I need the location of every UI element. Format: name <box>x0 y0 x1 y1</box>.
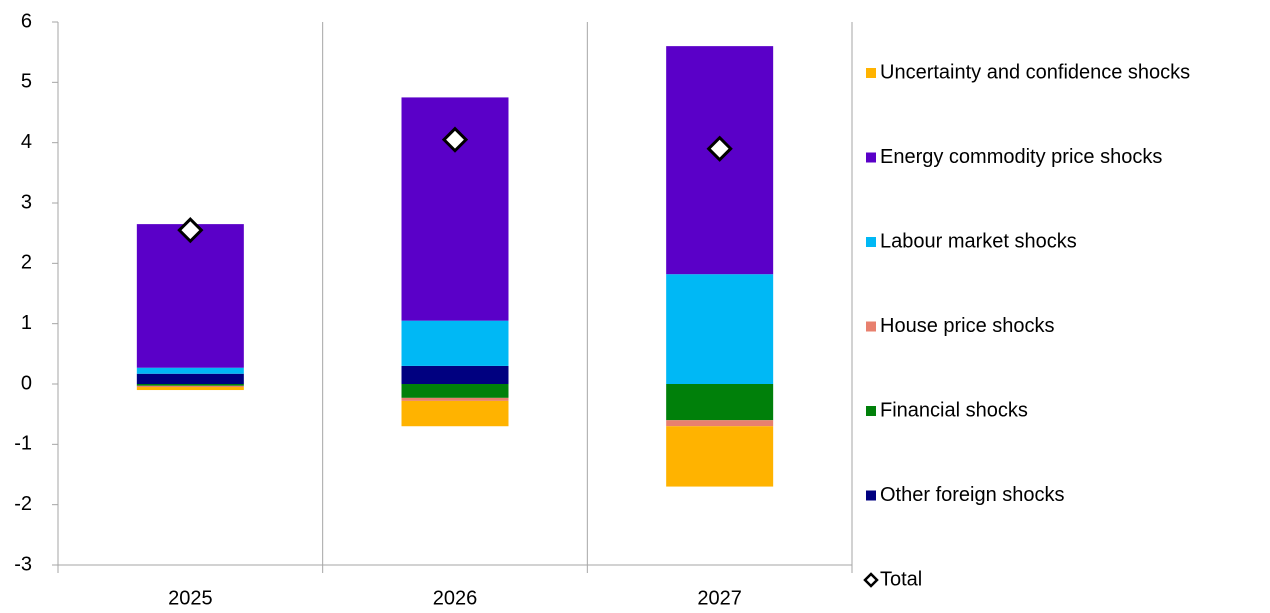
x-tick-label: 2026 <box>433 587 478 608</box>
bar-segment <box>136 224 244 368</box>
legend-swatch <box>866 237 876 247</box>
total-marker <box>441 126 469 153</box>
bar-segment <box>666 384 774 421</box>
legend-label: Energy commodity price shocks <box>880 146 1162 168</box>
bar-segment <box>666 274 774 384</box>
y-tick-label: -2 <box>14 493 32 515</box>
bar-segment <box>401 365 509 384</box>
legend-swatch <box>866 68 876 78</box>
legend-swatch <box>866 406 876 416</box>
legend-label: Financial shocks <box>880 399 1028 421</box>
bar-segment <box>666 426 774 487</box>
y-tick-label: 3 <box>21 191 32 213</box>
x-tick-label: 2027 <box>697 587 742 608</box>
legend-swatch <box>866 321 876 332</box>
y-tick-label: 2 <box>21 252 32 274</box>
y-tick-label: 6 <box>21 10 32 32</box>
legend-label: Labour market shocks <box>880 230 1077 252</box>
legend-swatch <box>866 152 876 163</box>
bar-segment <box>136 384 244 386</box>
bar-segment <box>136 367 244 374</box>
y-tick-label: 1 <box>21 312 32 334</box>
total-marker <box>706 135 733 162</box>
bar-segment <box>401 320 509 366</box>
bar-segment <box>136 385 244 388</box>
y-tick-label: -3 <box>14 553 32 575</box>
bar-segment <box>401 384 509 398</box>
legend-label: Total <box>880 568 922 590</box>
legend-swatch <box>866 490 876 501</box>
y-tick-label: 0 <box>21 372 32 394</box>
bar-segment <box>666 420 774 427</box>
legend-label: House price shocks <box>880 315 1055 337</box>
legend-marker <box>863 572 879 588</box>
bar-segment <box>136 373 244 384</box>
bar-segment <box>136 387 244 391</box>
y-tick-label: 5 <box>21 71 32 93</box>
bar-segment <box>401 397 509 401</box>
y-tick-label: 4 <box>21 131 32 153</box>
legend-label: Uncertainty and confidence shocks <box>880 61 1190 83</box>
y-tick-label: -1 <box>14 433 32 455</box>
x-tick-label: 2025 <box>168 587 213 608</box>
total-marker <box>177 217 204 244</box>
bar-segment <box>401 400 509 427</box>
legend-label: Other foreign shocks <box>880 484 1065 506</box>
